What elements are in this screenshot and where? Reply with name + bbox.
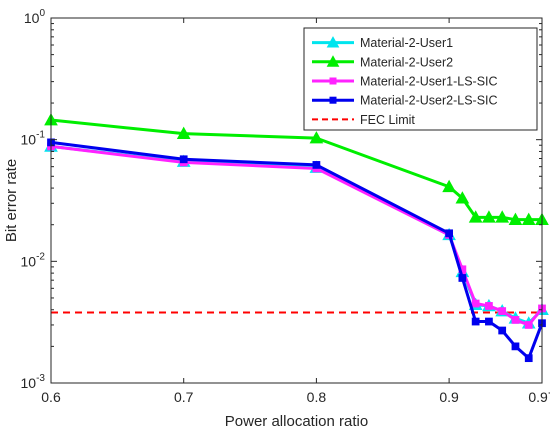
data-point [445, 229, 453, 238]
y-tick-label: 10-3 [21, 373, 46, 391]
legend-entry: Material-2-User2 [312, 55, 453, 69]
data-point [468, 210, 483, 223]
x-tick-label: 0.9 [439, 389, 459, 405]
y-tick-base: 10 [24, 10, 40, 26]
data-point [329, 77, 337, 85]
x-tick-label: 0.8 [307, 389, 327, 405]
legend-label: Material-2-User1 [360, 36, 453, 50]
data-point [455, 191, 470, 204]
y-tick-base: 10 [21, 132, 37, 148]
y-tick-exponent: -3 [36, 373, 45, 384]
data-point [176, 126, 191, 139]
legend-entry: FEC Limit [312, 113, 415, 127]
data-point [511, 342, 520, 351]
data-point [312, 161, 321, 169]
y-tick-label: 100 [24, 8, 46, 26]
y-axis-label: Bit error rate [3, 159, 20, 242]
data-point [482, 210, 496, 223]
y-tick-exponent: -2 [36, 251, 45, 262]
y-tick-label: 10-1 [21, 130, 46, 148]
legend-entry: Material-2-User1 [312, 36, 453, 50]
data-point [521, 212, 536, 225]
legend-label: FEC Limit [360, 113, 415, 127]
data-point [495, 210, 510, 223]
x-axis-label: Power allocation ratio [225, 413, 368, 430]
series-2 [44, 113, 549, 225]
data-point [326, 36, 340, 48]
data-point [309, 131, 324, 144]
x-tick-label: 0.7 [174, 389, 194, 405]
data-point [498, 307, 507, 315]
legend-label: Material-2-User2 [360, 55, 453, 69]
data-point [485, 302, 493, 310]
legend-label: Material-2-User1-LS-SIC [360, 75, 498, 89]
plot-border [50, 17, 543, 384]
data-point [329, 96, 337, 104]
legend-label: Material-2-User2-LS-SIC [360, 94, 498, 108]
y-tick-exponent: -1 [36, 130, 45, 141]
data-point [524, 354, 533, 363]
data-point [458, 274, 467, 282]
legend-entry: Material-2-User2-LS-SIC [312, 94, 498, 108]
data-point [508, 212, 523, 225]
legend-entry: Material-2-User1-LS-SIC [312, 75, 498, 89]
y-tick-exponent: 0 [39, 8, 45, 19]
data-point [471, 299, 480, 308]
data-point [442, 179, 456, 193]
data-point [471, 317, 480, 326]
y-tick-base: 10 [21, 253, 37, 269]
legend: Material-2-User1 Material-2-User2 Material… [303, 27, 538, 131]
data-point [326, 55, 340, 67]
x-tick-label: 0.97 [528, 389, 550, 405]
y-tick-base: 10 [21, 375, 37, 391]
data-point [485, 317, 493, 326]
y-tick-label: 10-2 [21, 251, 46, 269]
x-tick-label: 0.6 [41, 389, 61, 405]
data-point [524, 321, 533, 329]
data-point [498, 326, 507, 335]
data-point [511, 316, 520, 324]
series-layer [44, 113, 549, 363]
data-point [179, 155, 188, 164]
legend-box [303, 27, 538, 131]
